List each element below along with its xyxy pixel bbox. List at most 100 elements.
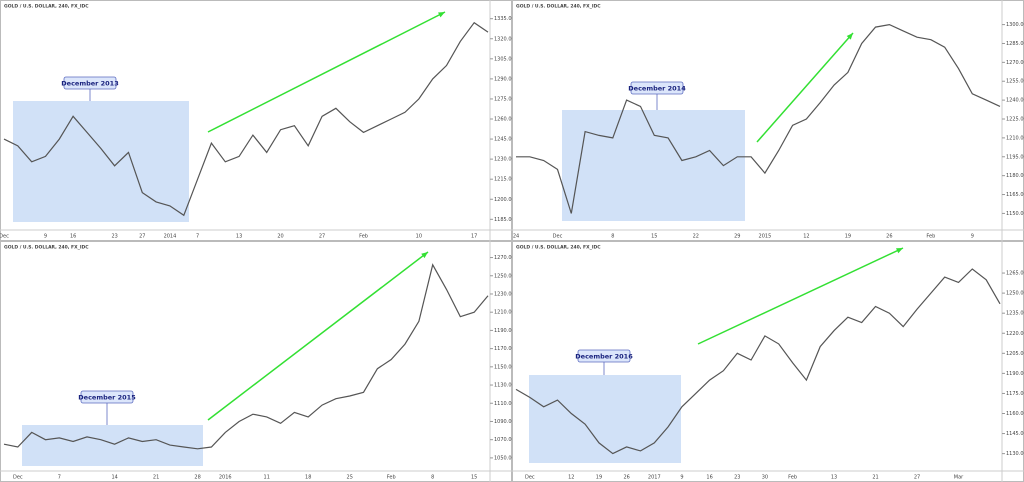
x-tick-label: 11: [264, 475, 270, 481]
y-tick-label: 1305.00: [494, 56, 515, 62]
y-tick-label: 1275.00: [494, 96, 515, 102]
chart-title: GOLD / U.S. DOLLAR, 240, FX_IDC: [516, 4, 601, 10]
y-tick-label: 1270.00: [494, 255, 515, 261]
x-tick-label: 14: [111, 475, 117, 481]
x-tick-label: 26: [623, 475, 629, 481]
y-tick-label: 1335.00: [494, 16, 515, 22]
arrow-head: [438, 12, 445, 18]
y-tick-label: 1290.00: [494, 76, 515, 82]
chart-title: GOLD / U.S. DOLLAR, 240, FX_IDC: [516, 245, 601, 251]
y-tick-label: 1190.00: [1006, 371, 1024, 377]
x-tick-label: 2017: [648, 475, 661, 481]
x-tick-label: 27: [319, 234, 325, 240]
x-tick-label: 27: [139, 234, 145, 240]
price-line: [515, 268, 1001, 455]
y-tick-label: 1255.00: [1006, 79, 1024, 85]
y-tick-label: 1260.00: [494, 117, 515, 123]
highlight-box: [529, 375, 681, 463]
annotation-box: [577, 349, 631, 363]
x-tick-label: Feb: [926, 234, 935, 240]
y-tick-label: 1235.00: [1006, 311, 1024, 317]
y-tick-label: 1130.00: [494, 383, 515, 389]
x-tick-label: 9: [680, 475, 683, 481]
x-tick-label: 12: [568, 475, 574, 481]
y-tick-label: 1070.00: [494, 437, 515, 443]
y-tick-label: 1165.00: [1006, 192, 1024, 198]
trend-arrow: [756, 32, 854, 143]
annotation: December 2014: [628, 85, 686, 93]
x-tick-label: Feb: [387, 475, 396, 481]
x-tick-label: Dec: [0, 234, 9, 240]
arrow-head: [896, 248, 903, 254]
x-tick-label: 2014: [164, 234, 177, 240]
y-tick-label: 1195.00: [1006, 154, 1024, 160]
annotation: December 2016: [575, 353, 633, 361]
x-tick-label: 13: [236, 234, 242, 240]
y-tick-label: 1050.00: [494, 455, 515, 461]
x-tick-label: 19: [845, 234, 851, 240]
x-tick-label: 19: [596, 475, 602, 481]
y-tick-label: 1240.00: [1006, 98, 1024, 104]
y-tick-label: 1090.00: [494, 419, 515, 425]
x-tick-label: 16: [70, 234, 76, 240]
x-tick-label: 27: [914, 475, 920, 481]
x-tick-label: 7: [58, 475, 61, 481]
y-tick-label: 1300.00: [1006, 22, 1024, 28]
annotation-box: [63, 76, 117, 90]
y-tick-label: 1285.00: [1006, 41, 1024, 47]
trend-arrow: [697, 247, 904, 345]
x-tick-label: 25: [347, 475, 353, 481]
x-tick-label: 15: [651, 234, 657, 240]
x-tick-label: 15: [471, 475, 477, 481]
x-tick-label: 30: [762, 475, 768, 481]
highlight-box: [13, 101, 189, 222]
y-tick-label: 1130.00: [1006, 451, 1024, 457]
y-tick-label: 1320.00: [494, 36, 515, 42]
x-tick-label: 7: [196, 234, 199, 240]
x-tick-label: 24: [513, 234, 519, 240]
x-tick-label: Feb: [788, 475, 797, 481]
x-tick-label: 26: [886, 234, 892, 240]
x-tick-label: 8: [431, 475, 434, 481]
x-tick-label: 23: [734, 475, 740, 481]
highlight-box: [562, 110, 745, 221]
x-tick-label: 2016: [219, 475, 232, 481]
y-tick-label: 1265.00: [1006, 271, 1024, 277]
y-tick-label: 1270.00: [1006, 60, 1024, 66]
x-tick-label: 9: [971, 234, 974, 240]
x-tick-label: 29: [734, 234, 740, 240]
y-tick-label: 1150.00: [494, 364, 515, 370]
x-tick-label: 18: [305, 475, 311, 481]
y-tick-label: 1145.00: [1006, 431, 1024, 437]
y-tick-label: 1160.00: [1006, 411, 1024, 417]
x-tick-label: 20: [277, 234, 283, 240]
x-tick-label: Dec: [13, 475, 23, 481]
x-tick-label: 8: [611, 234, 614, 240]
arrow-head: [421, 252, 428, 259]
y-tick-label: 1185.00: [494, 217, 515, 223]
x-tick-label: Mar: [954, 475, 964, 481]
y-tick-label: 1190.00: [494, 328, 515, 334]
trend-arrow: [207, 11, 446, 133]
x-tick-label: 23: [111, 234, 117, 240]
arrow-head: [846, 33, 853, 40]
x-tick-label: Dec: [553, 234, 563, 240]
x-tick-label: 21: [872, 475, 878, 481]
y-tick-label: 1245.00: [494, 137, 515, 143]
x-tick-label: 17: [471, 234, 477, 240]
y-tick-label: 1200.00: [494, 197, 515, 203]
annotation: December 2013: [61, 80, 118, 88]
annotation-box: [80, 390, 134, 404]
y-tick-label: 1210.00: [1006, 135, 1024, 141]
x-tick-label: 22: [693, 234, 699, 240]
y-tick-label: 1230.00: [494, 157, 515, 163]
y-tick-label: 1250.00: [494, 273, 515, 279]
x-tick-label: 12: [803, 234, 809, 240]
y-tick-label: 1110.00: [494, 401, 515, 407]
price-line: [3, 21, 489, 217]
y-tick-label: 1225.00: [1006, 117, 1024, 123]
y-tick-label: 1150.00: [1006, 211, 1024, 217]
x-tick-label: Dec: [525, 475, 535, 481]
y-tick-label: 1215.00: [494, 177, 515, 183]
y-tick-label: 1230.00: [494, 291, 515, 297]
